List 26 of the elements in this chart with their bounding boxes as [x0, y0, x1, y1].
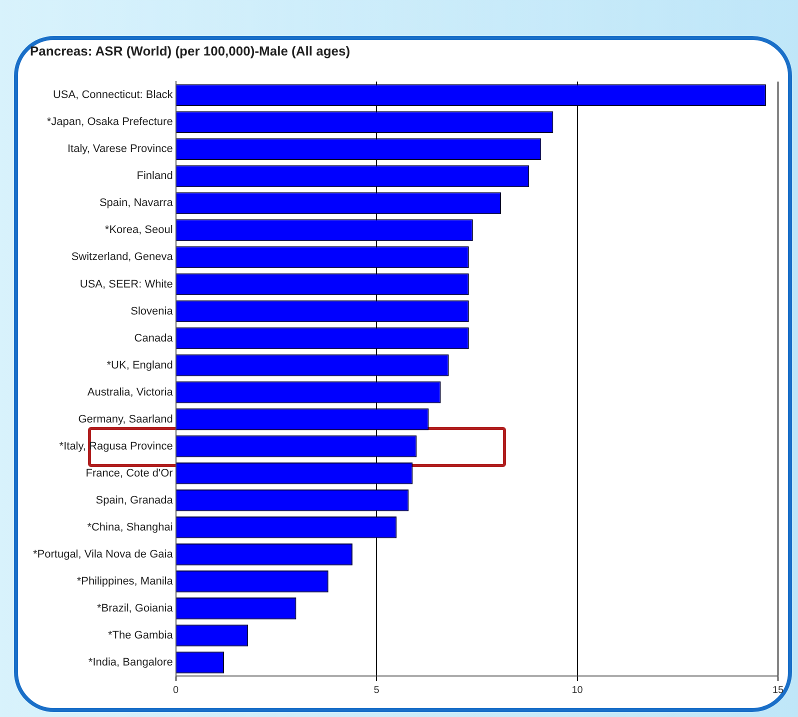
y-tick-label: *The Gambia	[108, 630, 174, 642]
y-tick-label: *Korea, Seoul	[104, 224, 173, 236]
x-tick-label: 15	[772, 684, 784, 696]
y-tick-label: Spain, Granada	[96, 494, 174, 506]
y-tick-label: *China, Shanghai	[87, 521, 173, 534]
y-tick-label: Spain, Navarra	[99, 197, 174, 210]
y-tick-label: Canada	[134, 332, 174, 344]
y-tick-label: Australia, Victoria	[87, 386, 174, 398]
y-tick-label: Germany, Saarland	[78, 413, 173, 426]
x-tick-label: 0	[173, 684, 180, 696]
y-tick-label: USA, Connecticut: Black	[52, 89, 174, 102]
y-tick-label: USA, SEER: White	[80, 278, 173, 290]
y-tick-label: Finland	[136, 170, 173, 182]
y-tick-label: Slovenia	[130, 305, 174, 318]
chart-title: Pancreas: ASR (World) (per 100,000)-Male (All ages)	[30, 43, 350, 58]
y-tick-label: France, Cote d'Or	[86, 467, 174, 480]
y-tick-label: Switzerland, Geneva	[71, 251, 174, 264]
y-tick-label: *Brazil, Goiania	[97, 602, 174, 614]
y-tick-label: Italy, Varese Province	[67, 143, 173, 156]
y-tick-label: *Philippines, Manila	[76, 575, 174, 588]
y-tick-label: *UK, England	[106, 359, 173, 372]
x-tick-label: 10	[572, 684, 584, 696]
y-tick-label: *Japan, Osaka Prefecture	[46, 116, 173, 128]
y-tick-label: *Portugal, Vila Nova de Gaia	[33, 548, 174, 560]
x-tick-label: 5	[374, 684, 380, 696]
y-tick-label: *India, Bangalore	[88, 656, 173, 669]
